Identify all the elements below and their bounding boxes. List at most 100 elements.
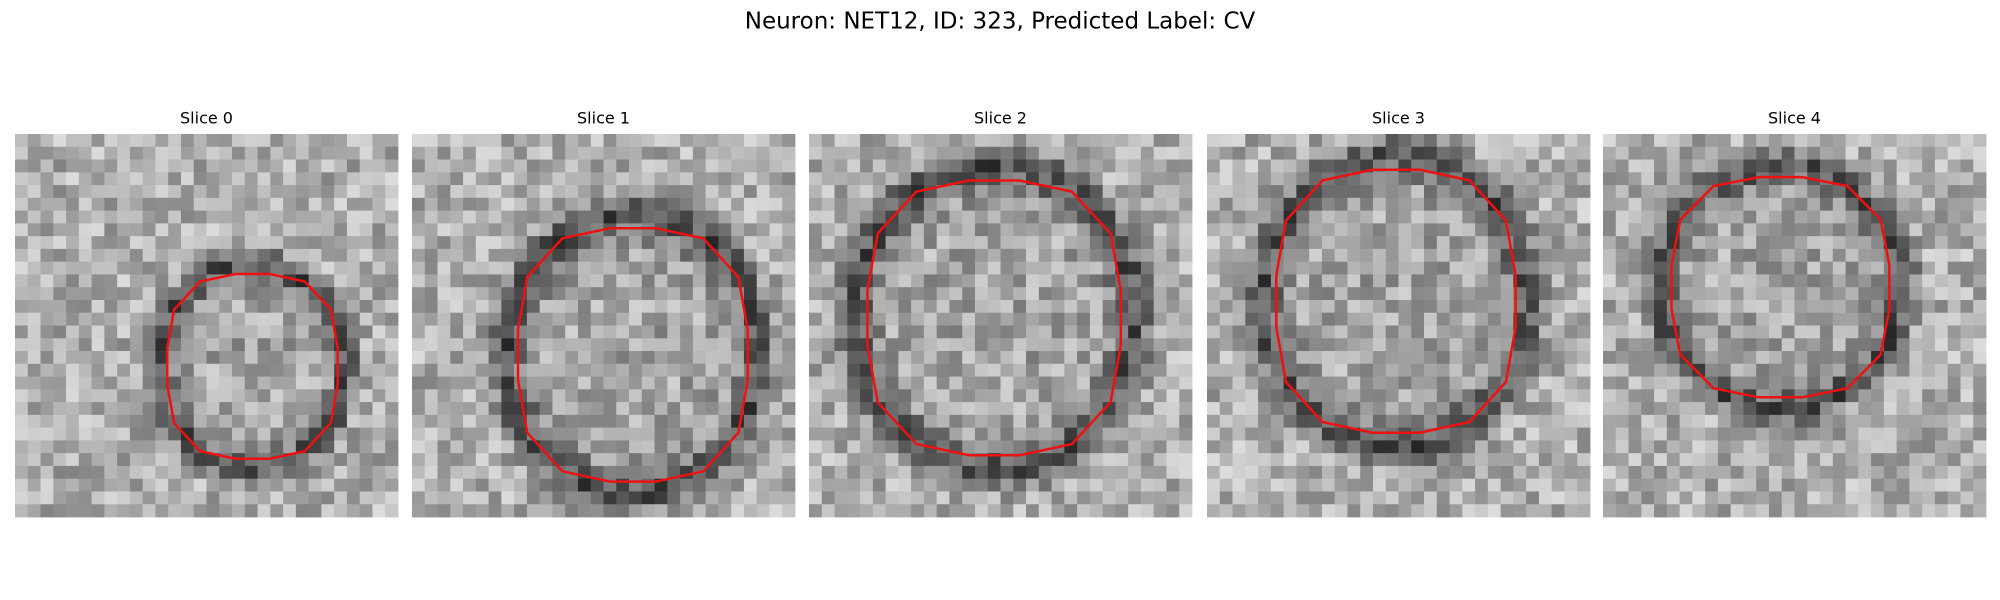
pixel — [1615, 159, 1629, 173]
pixel — [667, 414, 681, 429]
pixel — [962, 389, 976, 403]
pixel — [27, 363, 41, 377]
pixel — [1436, 376, 1450, 390]
slice-image — [809, 134, 1193, 518]
pixel — [847, 146, 861, 160]
pixel — [66, 223, 80, 237]
pixel — [898, 389, 912, 403]
pixel — [847, 389, 861, 403]
pixel — [974, 376, 989, 390]
pixel — [1296, 236, 1310, 250]
pixel — [1245, 223, 1259, 237]
pixel — [1179, 274, 1193, 288]
pixel — [104, 299, 118, 314]
pixel — [1128, 325, 1142, 339]
pixel — [117, 402, 131, 416]
pixel — [1730, 325, 1744, 339]
pixel — [450, 440, 464, 454]
pixel — [923, 172, 938, 186]
pixel — [1756, 402, 1770, 416]
pixel — [193, 491, 207, 505]
pixel — [565, 376, 579, 390]
pixel — [206, 159, 220, 173]
pixel — [1832, 478, 1846, 492]
pixel — [692, 261, 707, 275]
pixel — [1258, 427, 1272, 441]
pixel — [885, 414, 899, 429]
pixel — [1089, 427, 1104, 441]
pixel — [1883, 414, 1898, 429]
pixel — [1615, 261, 1629, 275]
pixel — [1462, 312, 1476, 326]
pixel — [1153, 134, 1167, 148]
pixel — [1064, 197, 1078, 211]
pixel — [936, 312, 950, 326]
pixel — [1270, 248, 1284, 263]
pixel — [1153, 478, 1167, 492]
pixel — [552, 210, 566, 224]
pixel — [1922, 478, 1936, 492]
pixel — [1258, 146, 1272, 160]
pixel — [1564, 223, 1578, 237]
pixel — [168, 159, 182, 173]
pixel — [1551, 478, 1565, 492]
pixel — [1628, 440, 1642, 454]
pixel — [53, 287, 67, 301]
pixel — [834, 325, 848, 339]
pixel — [1077, 376, 1091, 390]
pixel — [53, 261, 67, 275]
pixel — [1513, 159, 1527, 173]
pixel — [565, 325, 579, 339]
pixel — [769, 134, 783, 148]
pixel — [1296, 414, 1310, 429]
pixel — [1270, 465, 1284, 480]
pixel — [193, 504, 207, 518]
pixel — [1564, 478, 1578, 492]
pixel — [782, 134, 796, 148]
pixel — [1654, 414, 1668, 429]
pixel — [334, 325, 348, 339]
pixel — [1360, 261, 1374, 275]
pixel — [692, 223, 707, 237]
pixel — [1449, 287, 1463, 301]
pixel — [219, 223, 233, 237]
pixel — [91, 363, 105, 377]
pixel — [1347, 414, 1361, 429]
pixel — [424, 172, 438, 186]
pixel — [654, 248, 668, 263]
pixel — [860, 159, 874, 173]
pixel — [641, 274, 655, 288]
pixel — [1000, 402, 1014, 416]
pixel — [514, 376, 528, 390]
pixel — [1411, 274, 1425, 288]
pixel — [821, 210, 835, 224]
pixel — [1296, 134, 1310, 148]
pixel — [1500, 159, 1514, 173]
pixel — [526, 312, 541, 326]
pixel — [629, 338, 643, 352]
pixel — [1654, 376, 1668, 390]
pixel — [424, 248, 438, 263]
pixel — [1245, 185, 1259, 199]
pixel — [1603, 376, 1617, 390]
pixel — [885, 274, 899, 288]
pixel — [1000, 414, 1014, 429]
pixel — [1845, 414, 1859, 429]
pixel — [603, 146, 617, 160]
pixel — [232, 185, 246, 199]
pixel — [1564, 414, 1578, 429]
pixel — [782, 223, 796, 237]
pixel — [1347, 478, 1361, 492]
pixel — [577, 287, 592, 301]
pixel — [53, 197, 67, 211]
pixel — [539, 274, 553, 288]
pixel — [872, 185, 886, 199]
pixel — [283, 248, 297, 263]
pixel — [53, 274, 67, 288]
pixel — [104, 376, 118, 390]
pixel — [1538, 185, 1553, 199]
pixel — [667, 197, 681, 211]
pixel — [78, 376, 92, 390]
pixel — [743, 197, 758, 211]
pixel — [809, 146, 823, 160]
